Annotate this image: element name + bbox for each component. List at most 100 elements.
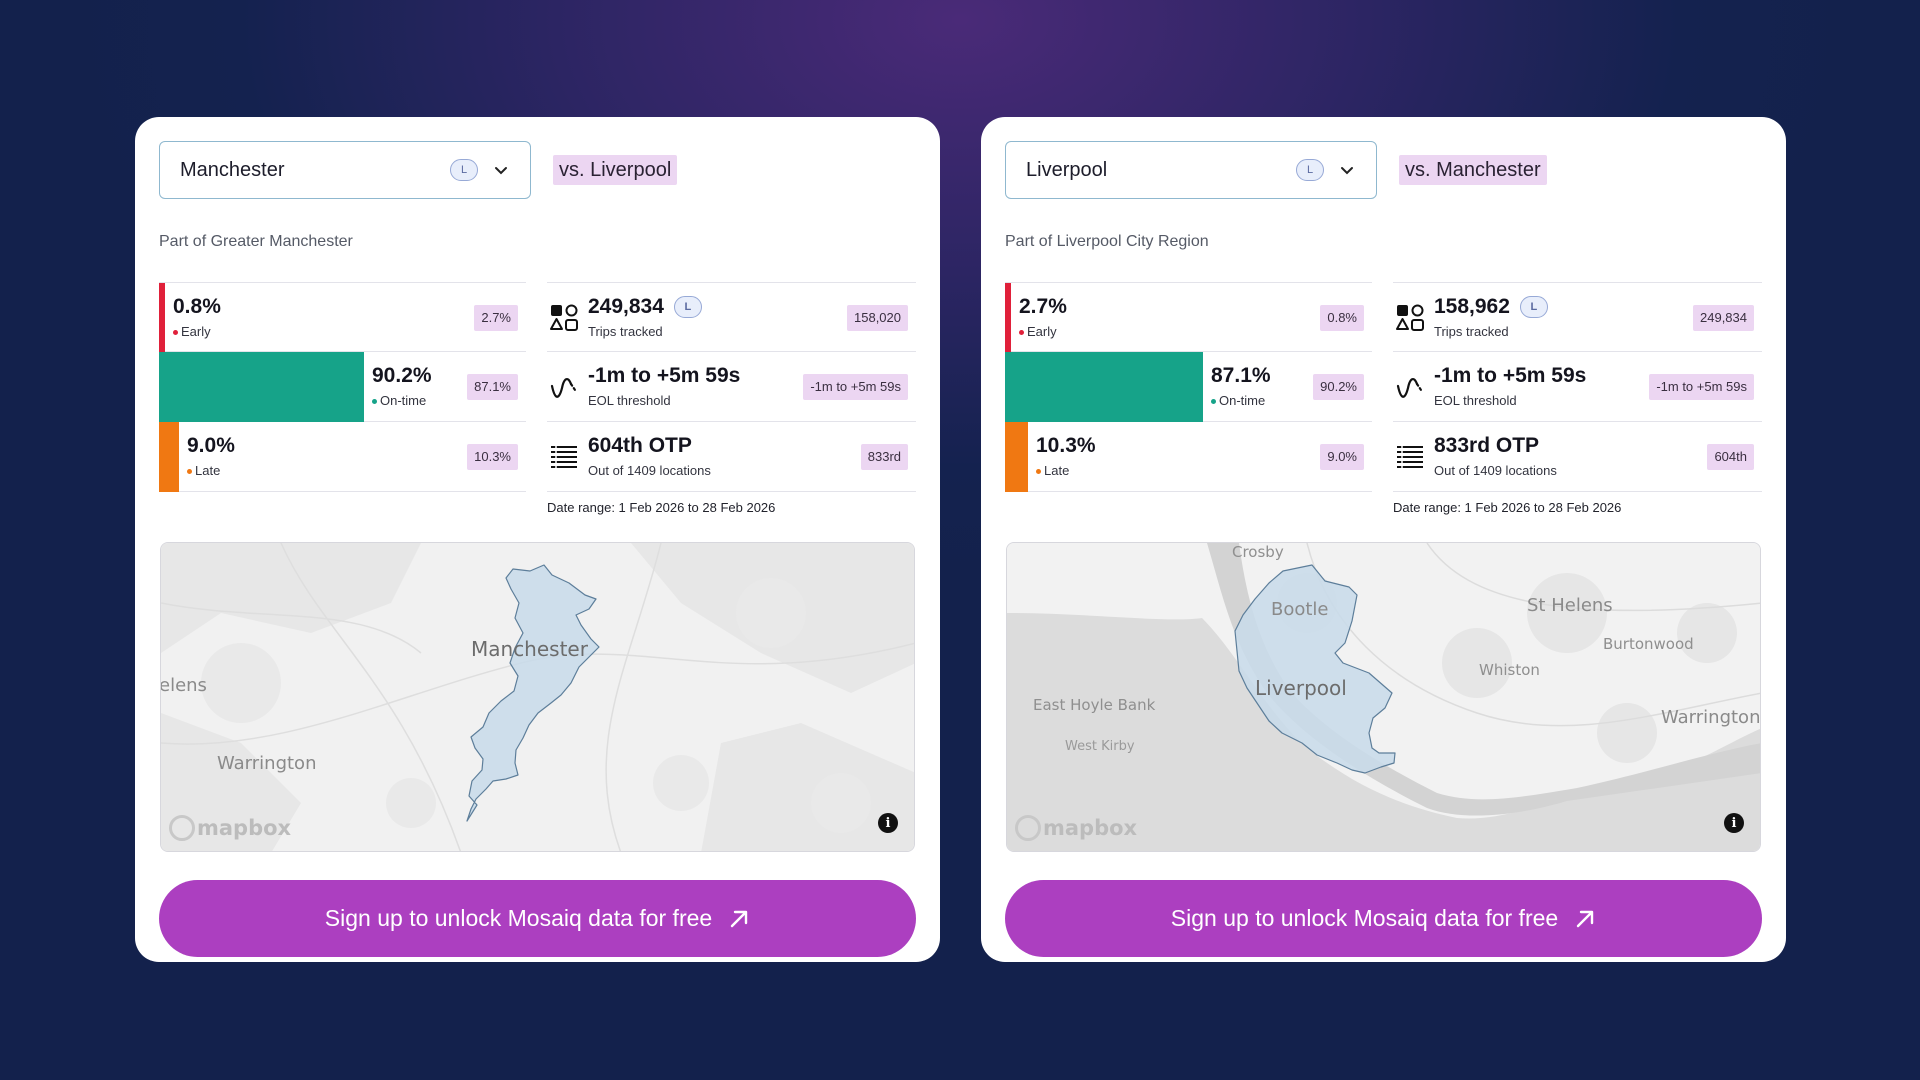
level-badge: L [1519, 296, 1548, 318]
late-dot [1036, 469, 1041, 475]
wave-icon [550, 378, 577, 398]
map-canvas [161, 543, 914, 851]
region-subtitle: Part of Liverpool City Region [1005, 233, 1209, 250]
punctuality-breakdown: 0.8% Early 2.7% 90.2% On-time 87.1% 9.0%… [159, 282, 526, 492]
ontime-label: On-time [372, 393, 426, 408]
signup-cta-label: Sign up to unlock Mosaiq data for free [324, 905, 713, 931]
region-map[interactable]: Manchester Warrington elens mapbox i [160, 542, 915, 852]
late-label: Late [187, 463, 220, 478]
early-value: 0.8% [173, 295, 221, 318]
map-label: Warrington [1661, 707, 1761, 728]
eol-label: EOL threshold [1434, 393, 1517, 408]
punctuality-breakdown: 2.7% Early 0.8% 87.1% On-time 90.2% 10.3… [1005, 282, 1372, 492]
mapbox-logo[interactable]: mapbox [1015, 815, 1137, 841]
otp-label: Out of 1409 locations [1434, 463, 1557, 478]
otp-compare: 604th [1707, 444, 1754, 470]
level-badge: L [1296, 159, 1324, 181]
arrow-up-right-icon [731, 910, 748, 927]
late-bar [1005, 422, 1028, 492]
compare-with-label: vs. Manchester [1399, 155, 1547, 185]
arrow-up-right-icon [1577, 910, 1594, 927]
metric-row-otp: 833rd OTP Out of 1409 locations 604th [1393, 422, 1762, 492]
early-dot [1019, 330, 1024, 336]
early-label: Early [1019, 324, 1057, 339]
eol-value: -1m to +5m 59s [1434, 364, 1587, 387]
trips-label: Trips tracked [1434, 324, 1509, 339]
mapbox-logo-icon [169, 815, 195, 841]
metric-row-eol: -1m to +5m 59s EOL threshold -1m to +5m … [1393, 352, 1762, 422]
ontime-compare: 90.2% [1313, 374, 1364, 400]
comparison-card-manchester: Manchester L vs. Liverpool Part of Great… [135, 117, 940, 962]
metrics-list: 249,834 L Trips tracked 158,020 -1m to +5… [547, 282, 916, 492]
ontime-dot [1211, 399, 1216, 405]
chevron-down-icon [495, 167, 507, 175]
stat-row-ontime: 87.1% On-time 90.2% [1005, 352, 1372, 422]
stat-row-early: 0.8% Early 2.7% [159, 282, 526, 353]
signup-cta-label: Sign up to unlock Mosaiq data for free [1170, 905, 1559, 931]
early-compare: 0.8% [1320, 305, 1364, 331]
location-select[interactable]: Manchester L [159, 141, 531, 199]
stat-row-late: 10.3% Late 9.0% [1005, 422, 1372, 492]
signup-cta-button[interactable]: Sign up to unlock Mosaiq data for free [1005, 880, 1762, 957]
map-info-icon[interactable]: i [878, 813, 898, 833]
location-select[interactable]: Liverpool L [1005, 141, 1377, 199]
date-range: Date range: 1 Feb 2026 to 28 Feb 2026 [1393, 500, 1622, 515]
comparison-card-liverpool: Liverpool L vs. Manchester Part of Liver… [981, 117, 1786, 962]
map-label: Bootle [1271, 599, 1329, 620]
map-info-icon[interactable]: i [1724, 813, 1744, 833]
early-label: Early [173, 324, 211, 339]
late-value: 10.3% [1036, 434, 1096, 457]
late-dot [187, 469, 192, 475]
ontime-bar [1005, 352, 1203, 422]
map-label: West Kirby [1065, 739, 1135, 754]
mapbox-logo-icon [1015, 815, 1041, 841]
ontime-value: 87.1% [1211, 364, 1271, 387]
stat-row-late: 9.0% Late 10.3% [159, 422, 526, 492]
early-dot [173, 330, 178, 336]
late-compare: 10.3% [467, 444, 518, 470]
map-label: Warrington [217, 753, 317, 774]
mapbox-logo[interactable]: mapbox [169, 815, 291, 841]
ontime-label: On-time [1211, 393, 1265, 408]
trips-compare: 158,020 [847, 305, 908, 331]
chevron-down-icon [1341, 167, 1353, 175]
list-icon [1397, 445, 1423, 469]
signup-cta-button[interactable]: Sign up to unlock Mosaiq data for free [159, 880, 916, 957]
late-compare: 9.0% [1320, 444, 1364, 470]
location-select-value: Liverpool [1026, 158, 1108, 181]
metric-row-trips: 249,834 L Trips tracked 158,020 [547, 282, 916, 352]
ontime-dot [372, 399, 377, 405]
trips-compare: 249,834 [1693, 305, 1754, 331]
region-map[interactable]: Crosby Bootle St Helens Burtonwood Whist… [1006, 542, 1761, 852]
eol-value: -1m to +5m 59s [588, 364, 741, 387]
metric-row-otp: 604th OTP Out of 1409 locations 833rd [547, 422, 916, 492]
trips-label: Trips tracked [588, 324, 663, 339]
ontime-compare: 87.1% [467, 374, 518, 400]
late-bar [159, 422, 179, 492]
stat-row-ontime: 90.2% On-time 87.1% [159, 352, 526, 422]
map-label: St Helens [1527, 595, 1613, 616]
eol-label: EOL threshold [588, 393, 671, 408]
map-label: East Hoyle Bank [1033, 696, 1156, 714]
region-subtitle: Part of Greater Manchester [159, 233, 353, 250]
trips-value: 249,834 [588, 295, 664, 318]
early-bar [1005, 283, 1011, 353]
metric-row-eol: -1m to +5m 59s EOL threshold -1m to +5m … [547, 352, 916, 422]
map-label: Burtonwood [1603, 635, 1694, 653]
otp-label: Out of 1409 locations [588, 463, 711, 478]
compare-with-label: vs. Liverpool [553, 155, 678, 185]
otp-value: 604th OTP [588, 434, 692, 457]
shapes-icon [1396, 304, 1424, 331]
wave-icon [1396, 378, 1423, 398]
early-bar [159, 283, 165, 353]
map-label: elens [160, 675, 207, 696]
metrics-list: 158,962 L Trips tracked 249,834 -1m to +5… [1393, 282, 1762, 492]
late-label: Late [1036, 463, 1069, 478]
level-badge: L [450, 159, 478, 181]
location-select-value: Manchester [180, 158, 285, 181]
map-label: Manchester [471, 637, 588, 661]
map-label: Whiston [1479, 661, 1540, 679]
stat-row-early: 2.7% Early 0.8% [1005, 282, 1372, 353]
ontime-bar [159, 352, 364, 422]
early-compare: 2.7% [474, 305, 518, 331]
